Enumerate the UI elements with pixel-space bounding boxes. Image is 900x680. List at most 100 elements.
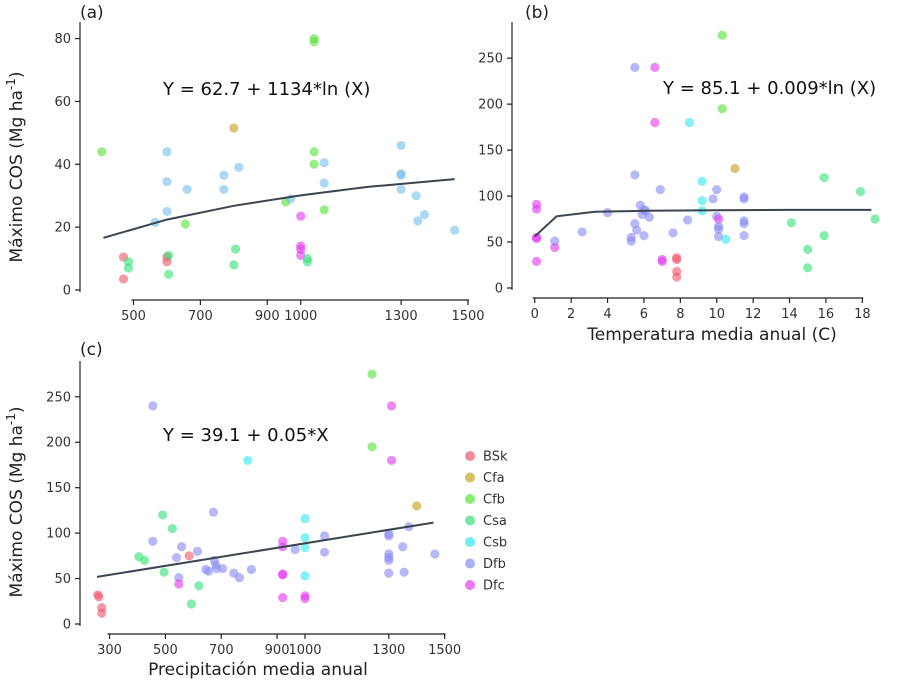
y-tick-label: 150 <box>46 481 71 496</box>
data-point <box>657 256 667 266</box>
legend-label-cfb: Cfb <box>483 493 505 508</box>
data-point <box>413 216 423 226</box>
data-point <box>384 531 394 541</box>
y-tick-label: 200 <box>478 98 503 113</box>
fit-line <box>103 178 455 239</box>
data-point <box>300 593 310 604</box>
data-point <box>697 176 707 186</box>
data-point <box>386 455 397 466</box>
data-point <box>300 513 310 524</box>
panel-b-axes: 0 50 100 150 200 250 0 2 4 6 8 10 12 14 16 18 <box>478 22 871 322</box>
data-point <box>159 567 169 577</box>
data-point <box>450 225 460 235</box>
data-point <box>243 455 253 466</box>
data-point <box>650 62 660 72</box>
data-point <box>602 208 613 218</box>
panel-a-ylabel: Máximo COS (Mg ha-1) <box>4 72 27 263</box>
data-point <box>855 186 866 197</box>
data-point <box>398 542 408 552</box>
data-point <box>577 227 587 237</box>
x-tick-label: 12 <box>745 307 762 322</box>
data-point <box>319 158 329 168</box>
data-point <box>672 272 682 282</box>
data-point <box>148 536 158 546</box>
data-point <box>412 501 422 511</box>
panel-b-equation: Y = 85.1 + 0.009*ln (X) <box>662 78 876 99</box>
data-point <box>300 533 310 543</box>
legend-label-dfb: Dfb <box>483 557 506 572</box>
x-tick-label: 8 <box>676 307 684 322</box>
data-point <box>697 196 707 206</box>
data-point <box>632 225 642 235</box>
panel-a: (a) Máximo COS (Mg ha-1) Y = 62.7 + 1134… <box>4 3 485 324</box>
data-point <box>164 269 174 279</box>
data-point <box>278 570 288 580</box>
data-point <box>708 194 718 204</box>
fit-line <box>534 208 872 238</box>
data-point <box>302 257 313 267</box>
data-point <box>626 232 636 243</box>
data-point <box>419 209 430 220</box>
data-point <box>97 608 107 618</box>
data-point <box>630 170 640 180</box>
y-tick-label: 20 <box>54 221 71 236</box>
y-tick-label: 100 <box>46 527 71 542</box>
y-tick-label: 60 <box>54 95 71 110</box>
legend-swatch-dfc <box>465 580 475 590</box>
data-point <box>162 206 172 217</box>
y-tick-label: 40 <box>54 158 71 173</box>
panel-a-equation: Y = 62.7 + 1134*ln (X) <box>162 79 370 100</box>
data-point <box>158 510 168 520</box>
data-point <box>296 244 306 254</box>
data-point <box>164 250 174 261</box>
legend-swatch-csb <box>465 537 475 547</box>
y-tick-label: 250 <box>478 52 503 67</box>
data-point <box>123 263 134 273</box>
data-point <box>208 507 219 517</box>
x-tick-label: 18 <box>854 307 871 322</box>
data-point <box>290 544 300 555</box>
data-point <box>309 37 319 47</box>
x-tick-label: 10 <box>708 307 725 322</box>
data-point <box>296 211 306 221</box>
data-point <box>94 592 104 602</box>
data-point <box>367 442 377 452</box>
x-tick-label: 1500 <box>428 643 461 658</box>
data-point <box>396 184 406 195</box>
legend-label-csb: Csb <box>483 536 507 551</box>
panel-b-label: (b) <box>525 3 549 23</box>
data-point <box>644 212 655 222</box>
data-point <box>786 218 796 228</box>
data-point <box>803 263 813 273</box>
data-point <box>550 236 560 246</box>
legend-label-cfa: Cfa <box>483 471 505 486</box>
panel-c-equation: Y = 39.1 + 0.05*X <box>162 425 329 446</box>
data-point <box>234 162 244 173</box>
x-tick-label: 14 <box>781 307 798 322</box>
legend-label-dfc: Dfc <box>483 579 505 594</box>
data-point <box>730 163 740 174</box>
data-point <box>180 219 190 229</box>
panel-c-label: (c) <box>80 340 103 360</box>
data-point <box>684 117 695 128</box>
legend-swatch-dfb <box>465 558 475 569</box>
x-tick-label: 300 <box>97 643 122 658</box>
data-point <box>171 553 182 563</box>
data-point <box>717 104 727 114</box>
panel-b-points <box>531 30 880 282</box>
x-tick-label: 2 <box>567 307 575 322</box>
data-point <box>717 30 727 40</box>
data-point <box>430 549 440 559</box>
data-point <box>194 581 204 591</box>
legend: BSk Cfa Cfb Csa Csb Dfb Dfc <box>465 450 508 594</box>
data-point <box>192 546 203 556</box>
y-tick-label: 0 <box>495 282 503 297</box>
y-tick-label: 0 <box>63 284 71 299</box>
x-tick-label: 700 <box>188 309 213 324</box>
x-tick-label: 1500 <box>451 309 484 324</box>
x-tick-label: 6 <box>640 307 648 322</box>
x-tick-label: 900 <box>255 309 280 324</box>
data-point <box>672 254 682 265</box>
data-point <box>655 185 665 195</box>
legend-swatch-cfb <box>465 494 475 504</box>
